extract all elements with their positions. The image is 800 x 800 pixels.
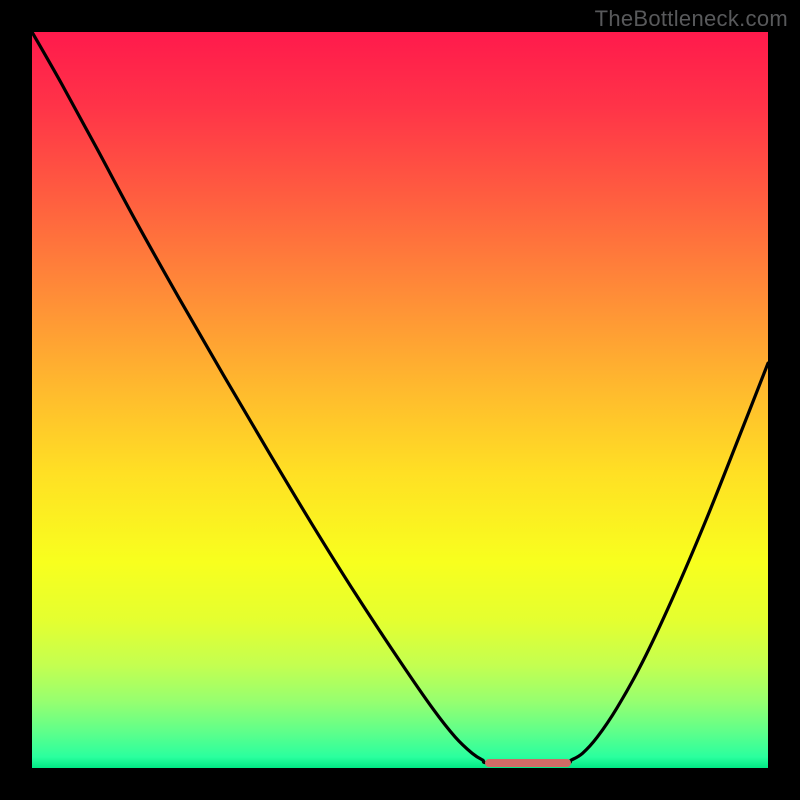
bottleneck-curve bbox=[32, 32, 768, 768]
curve-path bbox=[32, 32, 768, 764]
plot-area bbox=[32, 32, 768, 768]
watermark-text: TheBottleneck.com bbox=[595, 6, 788, 32]
optimal-range-marker bbox=[485, 759, 571, 767]
